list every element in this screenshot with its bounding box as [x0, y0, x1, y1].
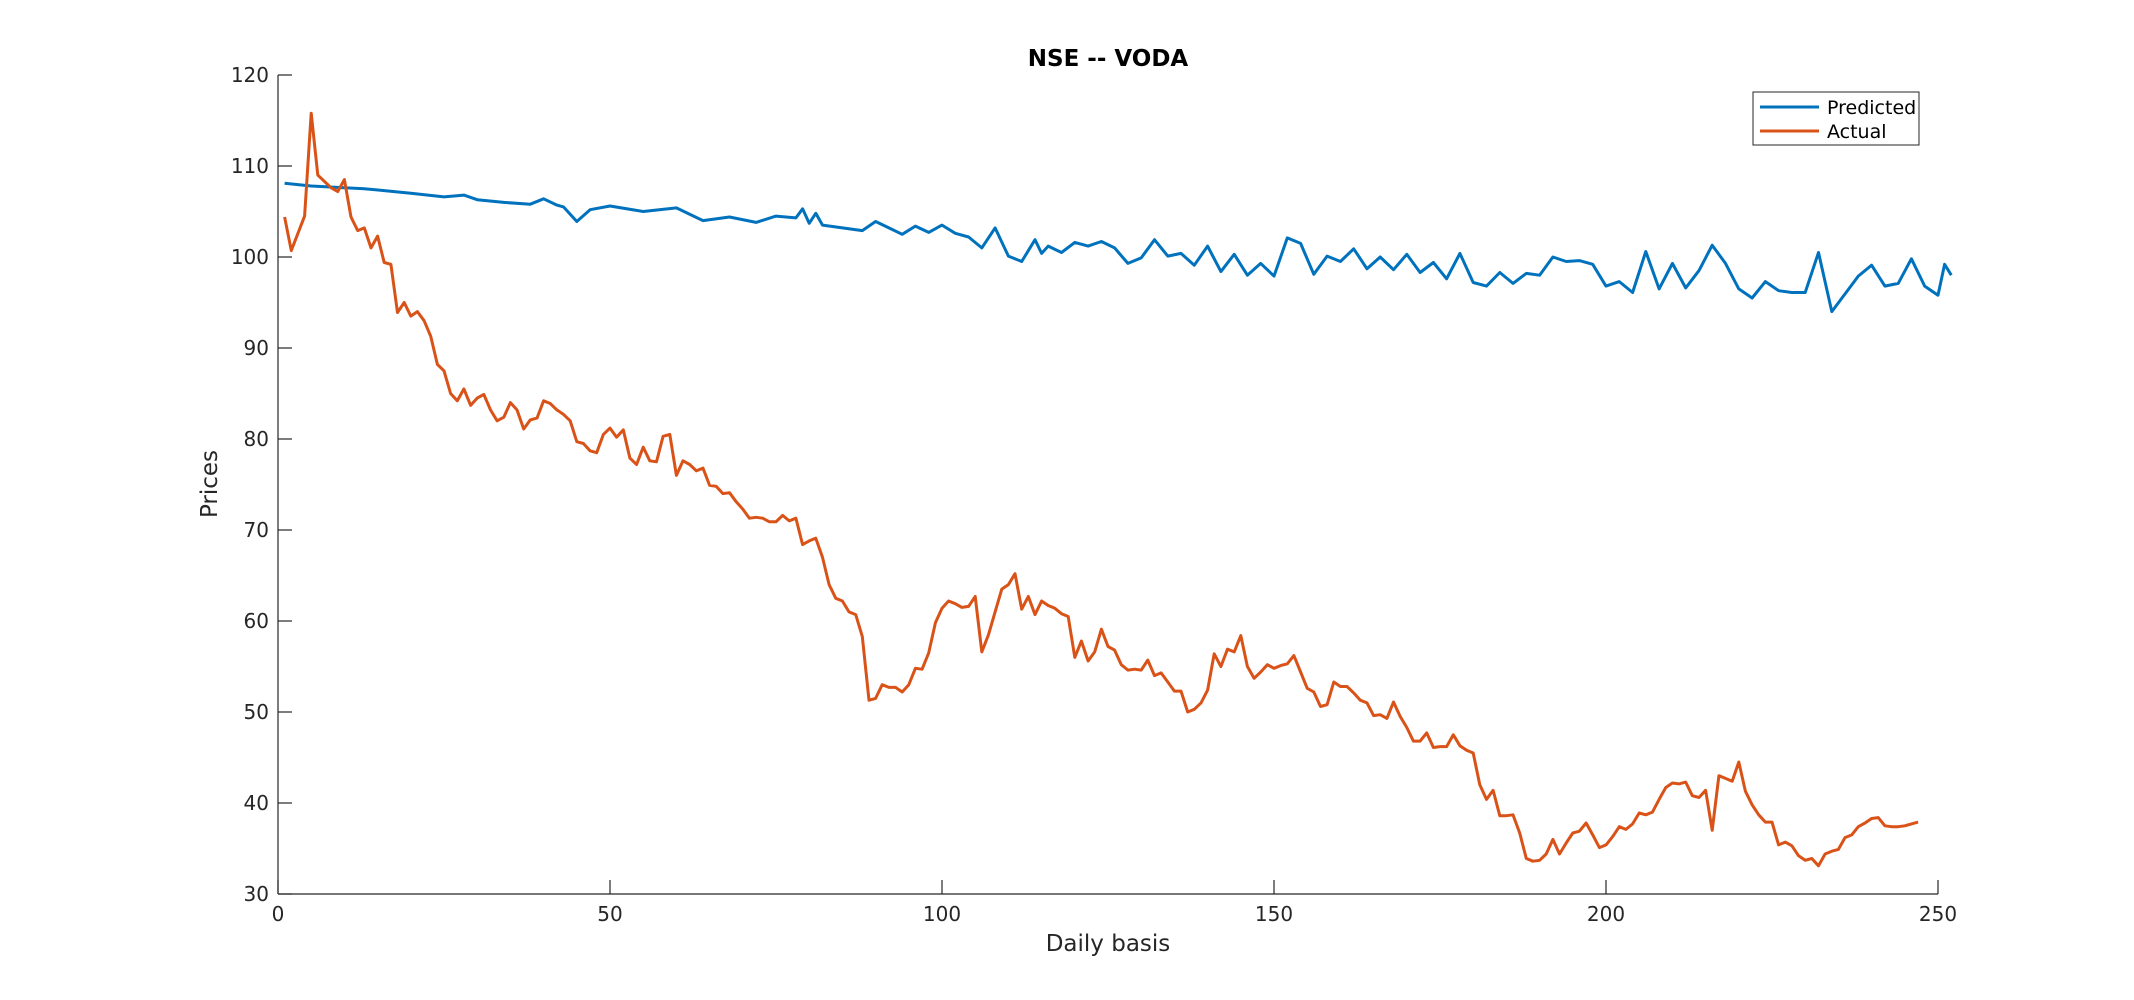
x-tick-label: 50 — [597, 902, 622, 926]
x-axis-label: Daily basis — [1046, 931, 1171, 957]
y-tick-label: 110 — [231, 154, 269, 178]
y-tick-label: 80 — [244, 427, 269, 451]
series-line-actual — [283, 111, 1919, 868]
y-tick-label: 30 — [244, 882, 269, 906]
legend-label-actual: Actual — [1827, 121, 1887, 143]
x-tick-label: 100 — [923, 902, 961, 926]
legend-label-predicted: Predicted — [1827, 97, 1916, 119]
legend: Predicted Actual — [1752, 91, 1920, 146]
legend-box — [1752, 91, 1920, 146]
series-line-predicted — [284, 181, 1953, 314]
y-tick-label: 90 — [244, 336, 269, 360]
y-tick-label: 100 — [231, 245, 269, 269]
chart-title: NSE -- VODA — [1028, 46, 1189, 72]
x-axis-ticks: 0 50 100 150 200 250 — [272, 880, 1957, 926]
y-tick-label: 40 — [244, 791, 269, 815]
y-axis-label: Prices — [197, 450, 223, 518]
y-tick-label: 60 — [244, 609, 269, 633]
x-tick-label: 200 — [1587, 902, 1625, 926]
y-tick-label: 70 — [244, 518, 269, 542]
series-layer — [283, 111, 1953, 868]
x-tick-label: 250 — [1919, 902, 1957, 926]
x-tick-label: 0 — [272, 902, 285, 926]
x-tick-label: 150 — [1255, 902, 1293, 926]
y-axis-ticks: 30 40 50 60 70 80 90 100 110 120 — [231, 63, 292, 906]
y-tick-label: 120 — [231, 63, 269, 87]
y-tick-label: 50 — [244, 700, 269, 724]
